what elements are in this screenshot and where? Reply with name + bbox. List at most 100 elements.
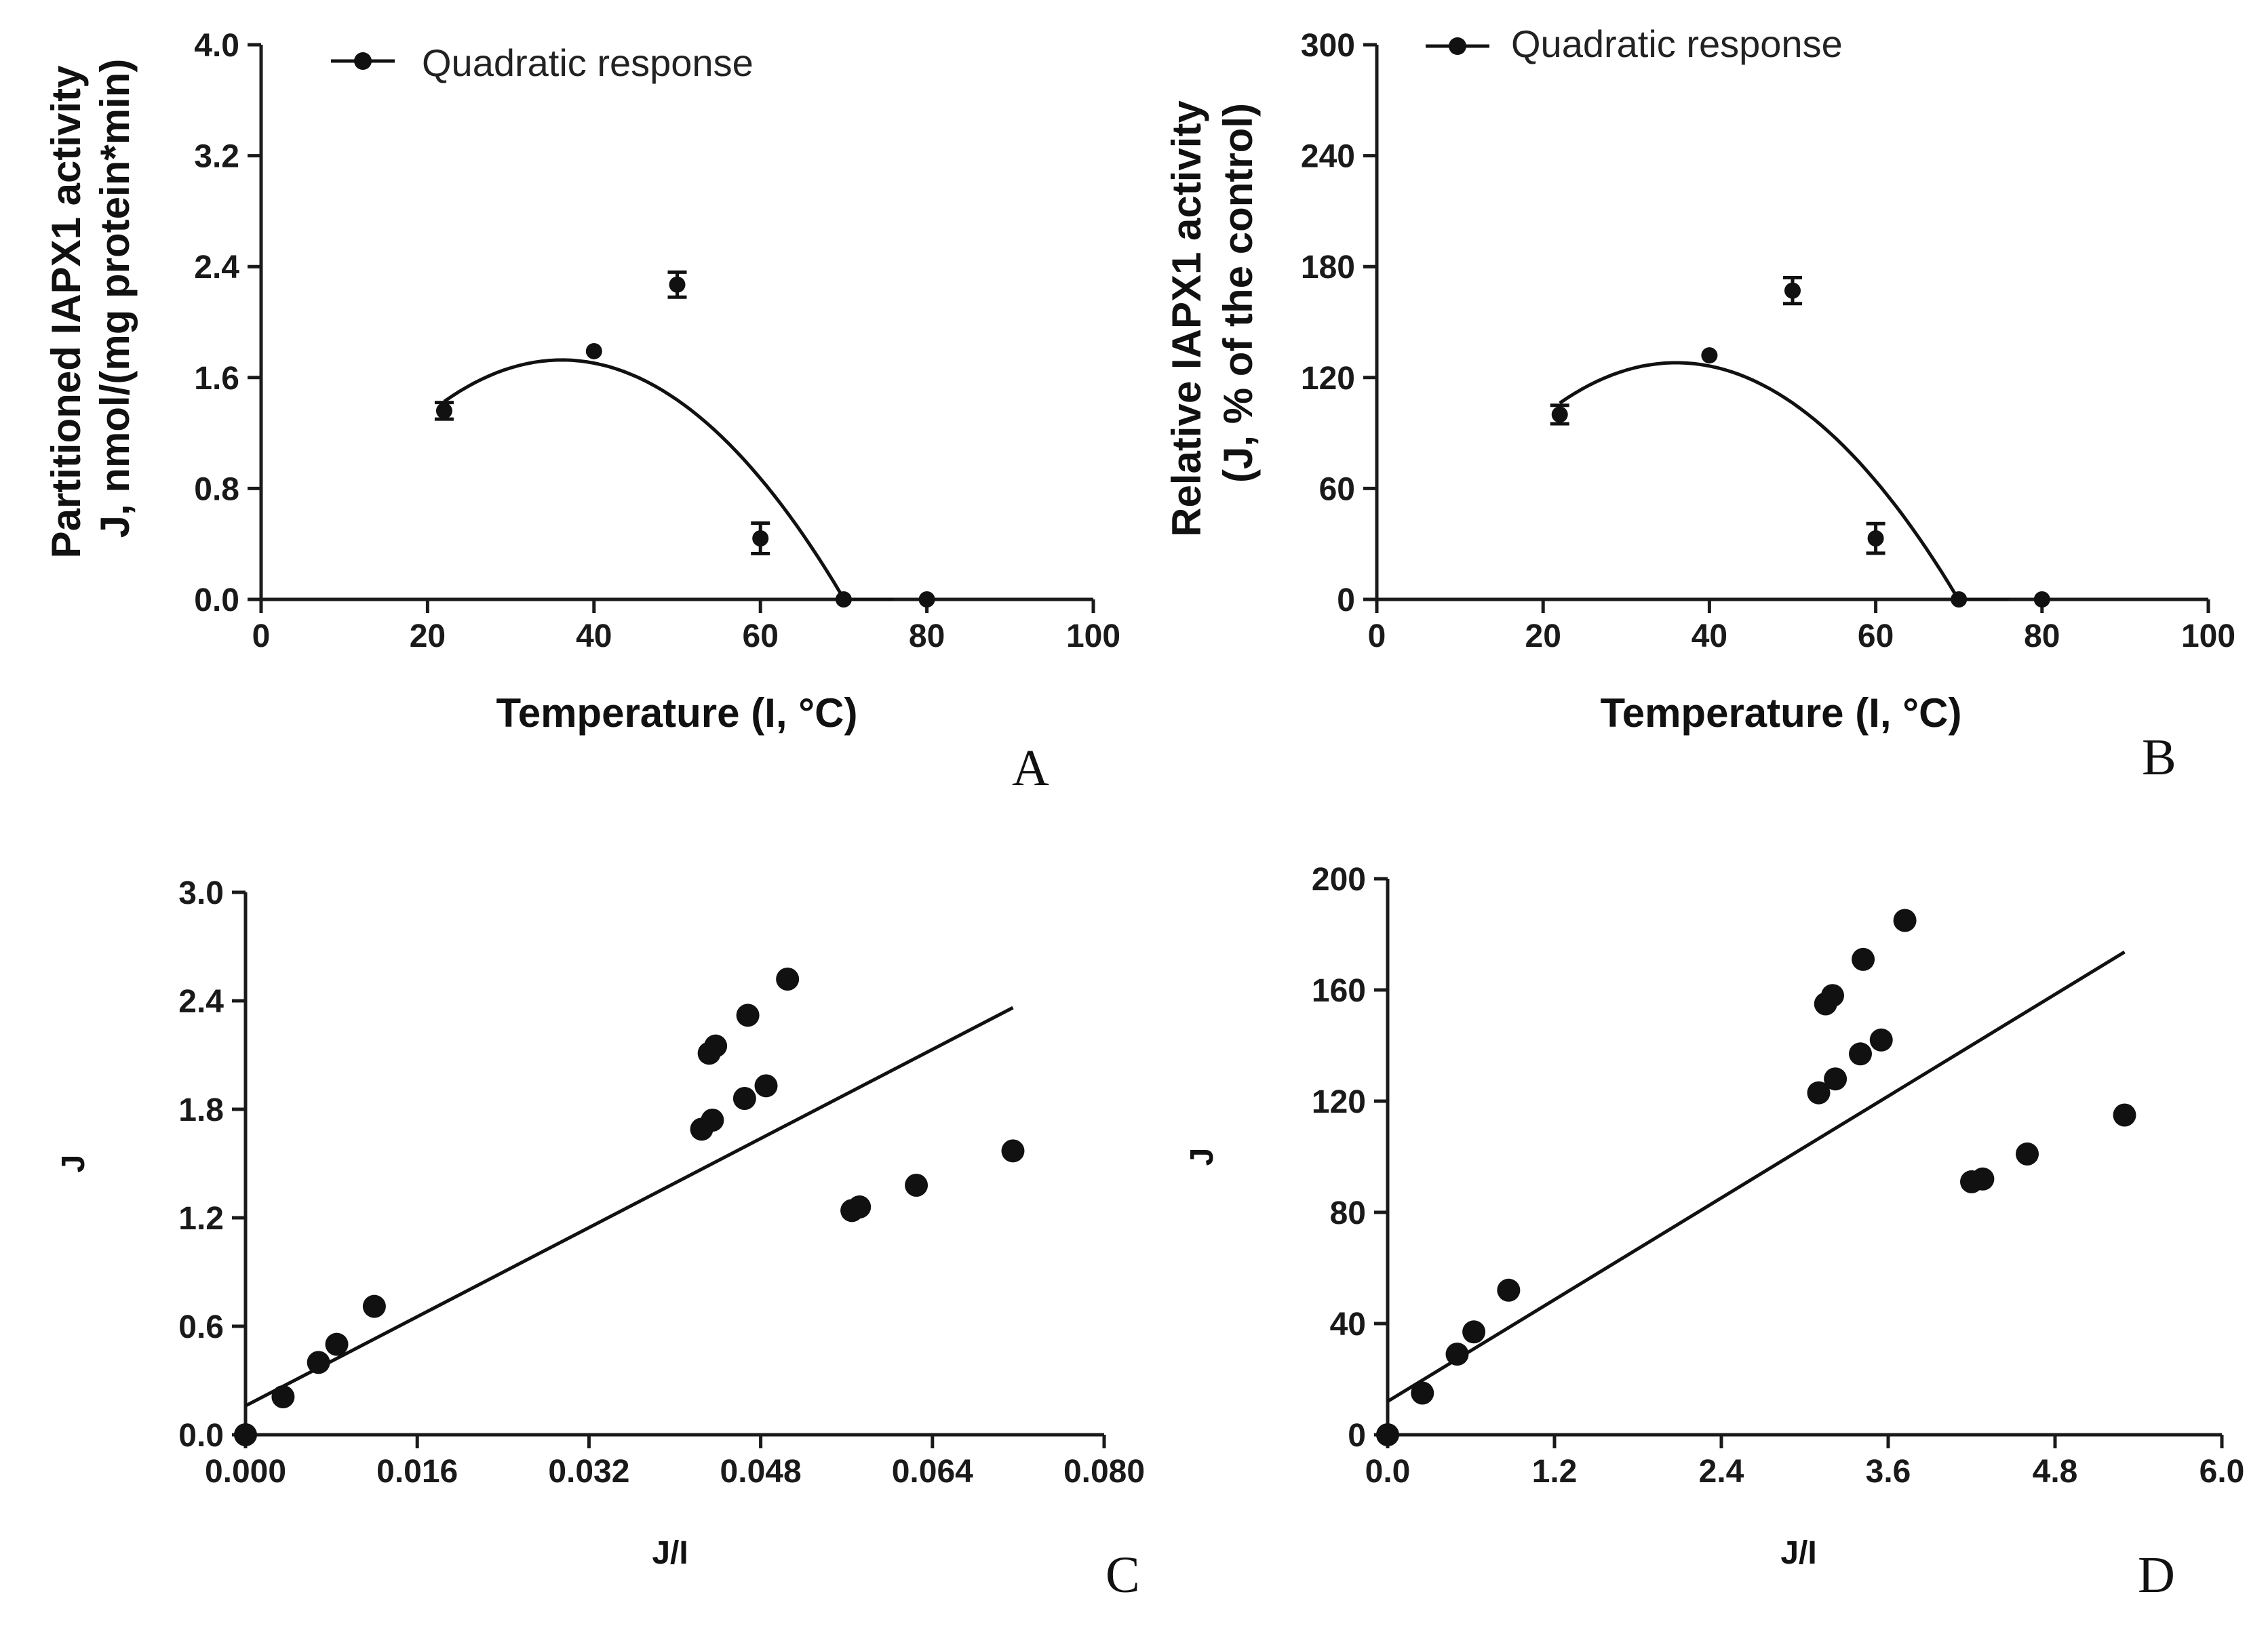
- panel-d-data-point: [1893, 909, 1917, 932]
- panel-a-data-point: [585, 342, 602, 359]
- panel-b: Relative IAPX1 activity (J, % of the con…: [1164, 22, 2235, 786]
- panel-c-data-point: [905, 1174, 928, 1197]
- panel-c-data-point: [701, 1109, 724, 1132]
- panel-c-x-tick-label: 0.080: [1063, 1454, 1145, 1490]
- panel-d-data-point: [1821, 984, 1844, 1008]
- panel-d-y-tick-label: 120: [1312, 1084, 1366, 1120]
- panel-d-data-point: [2016, 1142, 2039, 1166]
- panel-d-y-tick-label: 160: [1312, 973, 1366, 1009]
- panel-a-letter: A: [1012, 740, 1049, 797]
- panel-a-data-point: [435, 402, 452, 419]
- panel-b-ylabel-line1: Relative IAPX1 activity: [1164, 100, 1209, 537]
- panel-d-data-point: [2113, 1103, 2136, 1127]
- panel-a-x-tick-label: 100: [1066, 618, 1120, 654]
- panel-c-data-point: [736, 1004, 760, 1027]
- panel-a-y-tick-label: 3.2: [194, 139, 239, 175]
- panel-b-x-tick-label: 80: [2024, 618, 2060, 654]
- panel-d-x-tick-label: 1.2: [1532, 1454, 1578, 1490]
- panel-a-legend-marker: [354, 52, 372, 70]
- panel-a-x-tick-label: 60: [743, 618, 779, 654]
- panel-a-legend-label: Quadratic response: [422, 41, 754, 84]
- panel-a-y-tick-label: 0.8: [194, 471, 239, 507]
- panel-d-x-tick-label: 3.6: [1866, 1454, 1911, 1490]
- panel-c-x-tick-label: 0.000: [205, 1454, 286, 1490]
- panel-d-data-point: [1376, 1423, 1399, 1446]
- panel-b-y-tick-label: 180: [1301, 250, 1355, 285]
- panel-d-x-tick-label: 6.0: [2199, 1454, 2245, 1490]
- panel-d-fit-line: [1386, 950, 2126, 1403]
- panel-b-x-tick-label: 20: [1525, 618, 1561, 654]
- panel-d: J J/I D 0.0 1.2 2.4 3.6 4.8 6.0 0 40 80 120 160 200: [1184, 862, 2244, 1604]
- panel-b-legend-label: Quadratic response: [1511, 22, 1843, 65]
- panel-b-legend-marker: [1449, 37, 1466, 55]
- panel-b-x-tick-label: 0: [1368, 618, 1386, 654]
- panel-d-x-tick-label: 2.4: [1699, 1454, 1744, 1490]
- panel-d-data-point: [1869, 1028, 1893, 1052]
- panel-c-data-point: [307, 1351, 330, 1374]
- panel-d-y-tick-label: 40: [1330, 1307, 1366, 1343]
- panel-c-ylabel: J: [56, 1155, 92, 1173]
- panel-a-y-tick-label: 4.0: [194, 28, 239, 64]
- panel-b-x-tick-label: 100: [2181, 618, 2235, 654]
- panel-d-xlabel: J/I: [1780, 1535, 1816, 1571]
- panel-a-data-point: [669, 276, 686, 293]
- panel-d-data-point: [1852, 947, 1875, 971]
- panel-c-data-point: [697, 1041, 721, 1065]
- panel-d-data-point: [1824, 1067, 1847, 1091]
- panel-d-x-tick-label: 4.8: [2033, 1454, 2078, 1490]
- panel-d-data-point: [1807, 1081, 1831, 1105]
- panel-a-ylabel-line2: J, nmol/(mg protein*min): [92, 59, 138, 538]
- panel-c-data-point: [848, 1195, 872, 1218]
- panel-b-data-point: [1701, 347, 1718, 364]
- panel-d-data-point: [1411, 1381, 1434, 1405]
- panel-d-data-point: [1462, 1320, 1486, 1344]
- panel-a-ylabel-line1: Partitioned IAPX1 activity: [43, 65, 89, 559]
- panel-d-data-point: [1497, 1278, 1521, 1302]
- panel-b-data-point: [1784, 282, 1801, 299]
- panel-c-y-tick-label: 0.0: [178, 1418, 224, 1454]
- panel-c-x-tick-label: 0.016: [376, 1454, 458, 1490]
- panel-b-x-tick-label: 60: [1858, 618, 1894, 654]
- panel-a-data-point: [752, 530, 769, 547]
- panel-d-y-tick-label: 0: [1348, 1418, 1366, 1454]
- panel-a-data-point: [835, 591, 852, 608]
- panel-a-y-tick-label: 0.0: [194, 582, 239, 618]
- panel-c-letter: C: [1106, 1547, 1140, 1604]
- panel-a-data-point: [918, 591, 935, 608]
- panel-c-y-tick-label: 0.6: [178, 1309, 224, 1345]
- panel-c-y-tick-label: 3.0: [178, 875, 224, 911]
- panel-c-data-point: [325, 1332, 349, 1356]
- panel-b-data-point: [2033, 591, 2050, 608]
- panel-d-x-tick-label: 0.0: [1365, 1454, 1411, 1490]
- panel-d-data-point: [1445, 1343, 1469, 1366]
- panel-c-data-point: [1001, 1139, 1025, 1163]
- panel-a-y-tick-label: 1.6: [194, 361, 239, 397]
- panel-c: J J/I C 0.000 0.016 0.032 0.048 0.064 0.080 0.…: [56, 875, 1145, 1604]
- panel-c-data-point: [732, 1087, 756, 1110]
- panel-a-fit-line: [443, 358, 894, 601]
- panel-b-fit-line: [1559, 361, 2009, 601]
- panel-c-x-tick-label: 0.064: [892, 1454, 973, 1490]
- panel-a-y-tick-label: 2.4: [194, 250, 239, 285]
- panel-b-data-point: [1551, 406, 1568, 423]
- panel-d-data-point: [1971, 1167, 1995, 1191]
- panel-d-y-tick-label: 80: [1330, 1195, 1366, 1231]
- panel-b-x-tick-label: 40: [1692, 618, 1727, 654]
- panel-a-x-tick-label: 20: [410, 618, 446, 654]
- panel-b-y-tick-label: 300: [1301, 28, 1355, 64]
- panel-d-letter: D: [2138, 1547, 2175, 1604]
- panel-c-y-tick-label: 1.2: [178, 1201, 224, 1237]
- panel-c-y-tick-label: 2.4: [178, 984, 224, 1020]
- panel-c-x-tick-label: 0.048: [720, 1454, 802, 1490]
- panel-a: Partitioned IAPX1 activity J, nmol/(mg p…: [43, 28, 1120, 797]
- panel-c-data-point: [234, 1423, 257, 1446]
- panel-a-x-tick-label: 0: [252, 618, 271, 654]
- panel-c-fit-line: [244, 1006, 1014, 1408]
- panel-b-xlabel: Temperature (I, °C): [1601, 690, 1962, 736]
- panel-b-data-point: [1867, 530, 1884, 547]
- panel-a-xlabel: Temperature (I, °C): [496, 690, 858, 736]
- panel-d-data-point: [1849, 1042, 1872, 1066]
- panel-c-data-point: [362, 1294, 386, 1318]
- panel-b-y-tick-label: 120: [1301, 361, 1355, 397]
